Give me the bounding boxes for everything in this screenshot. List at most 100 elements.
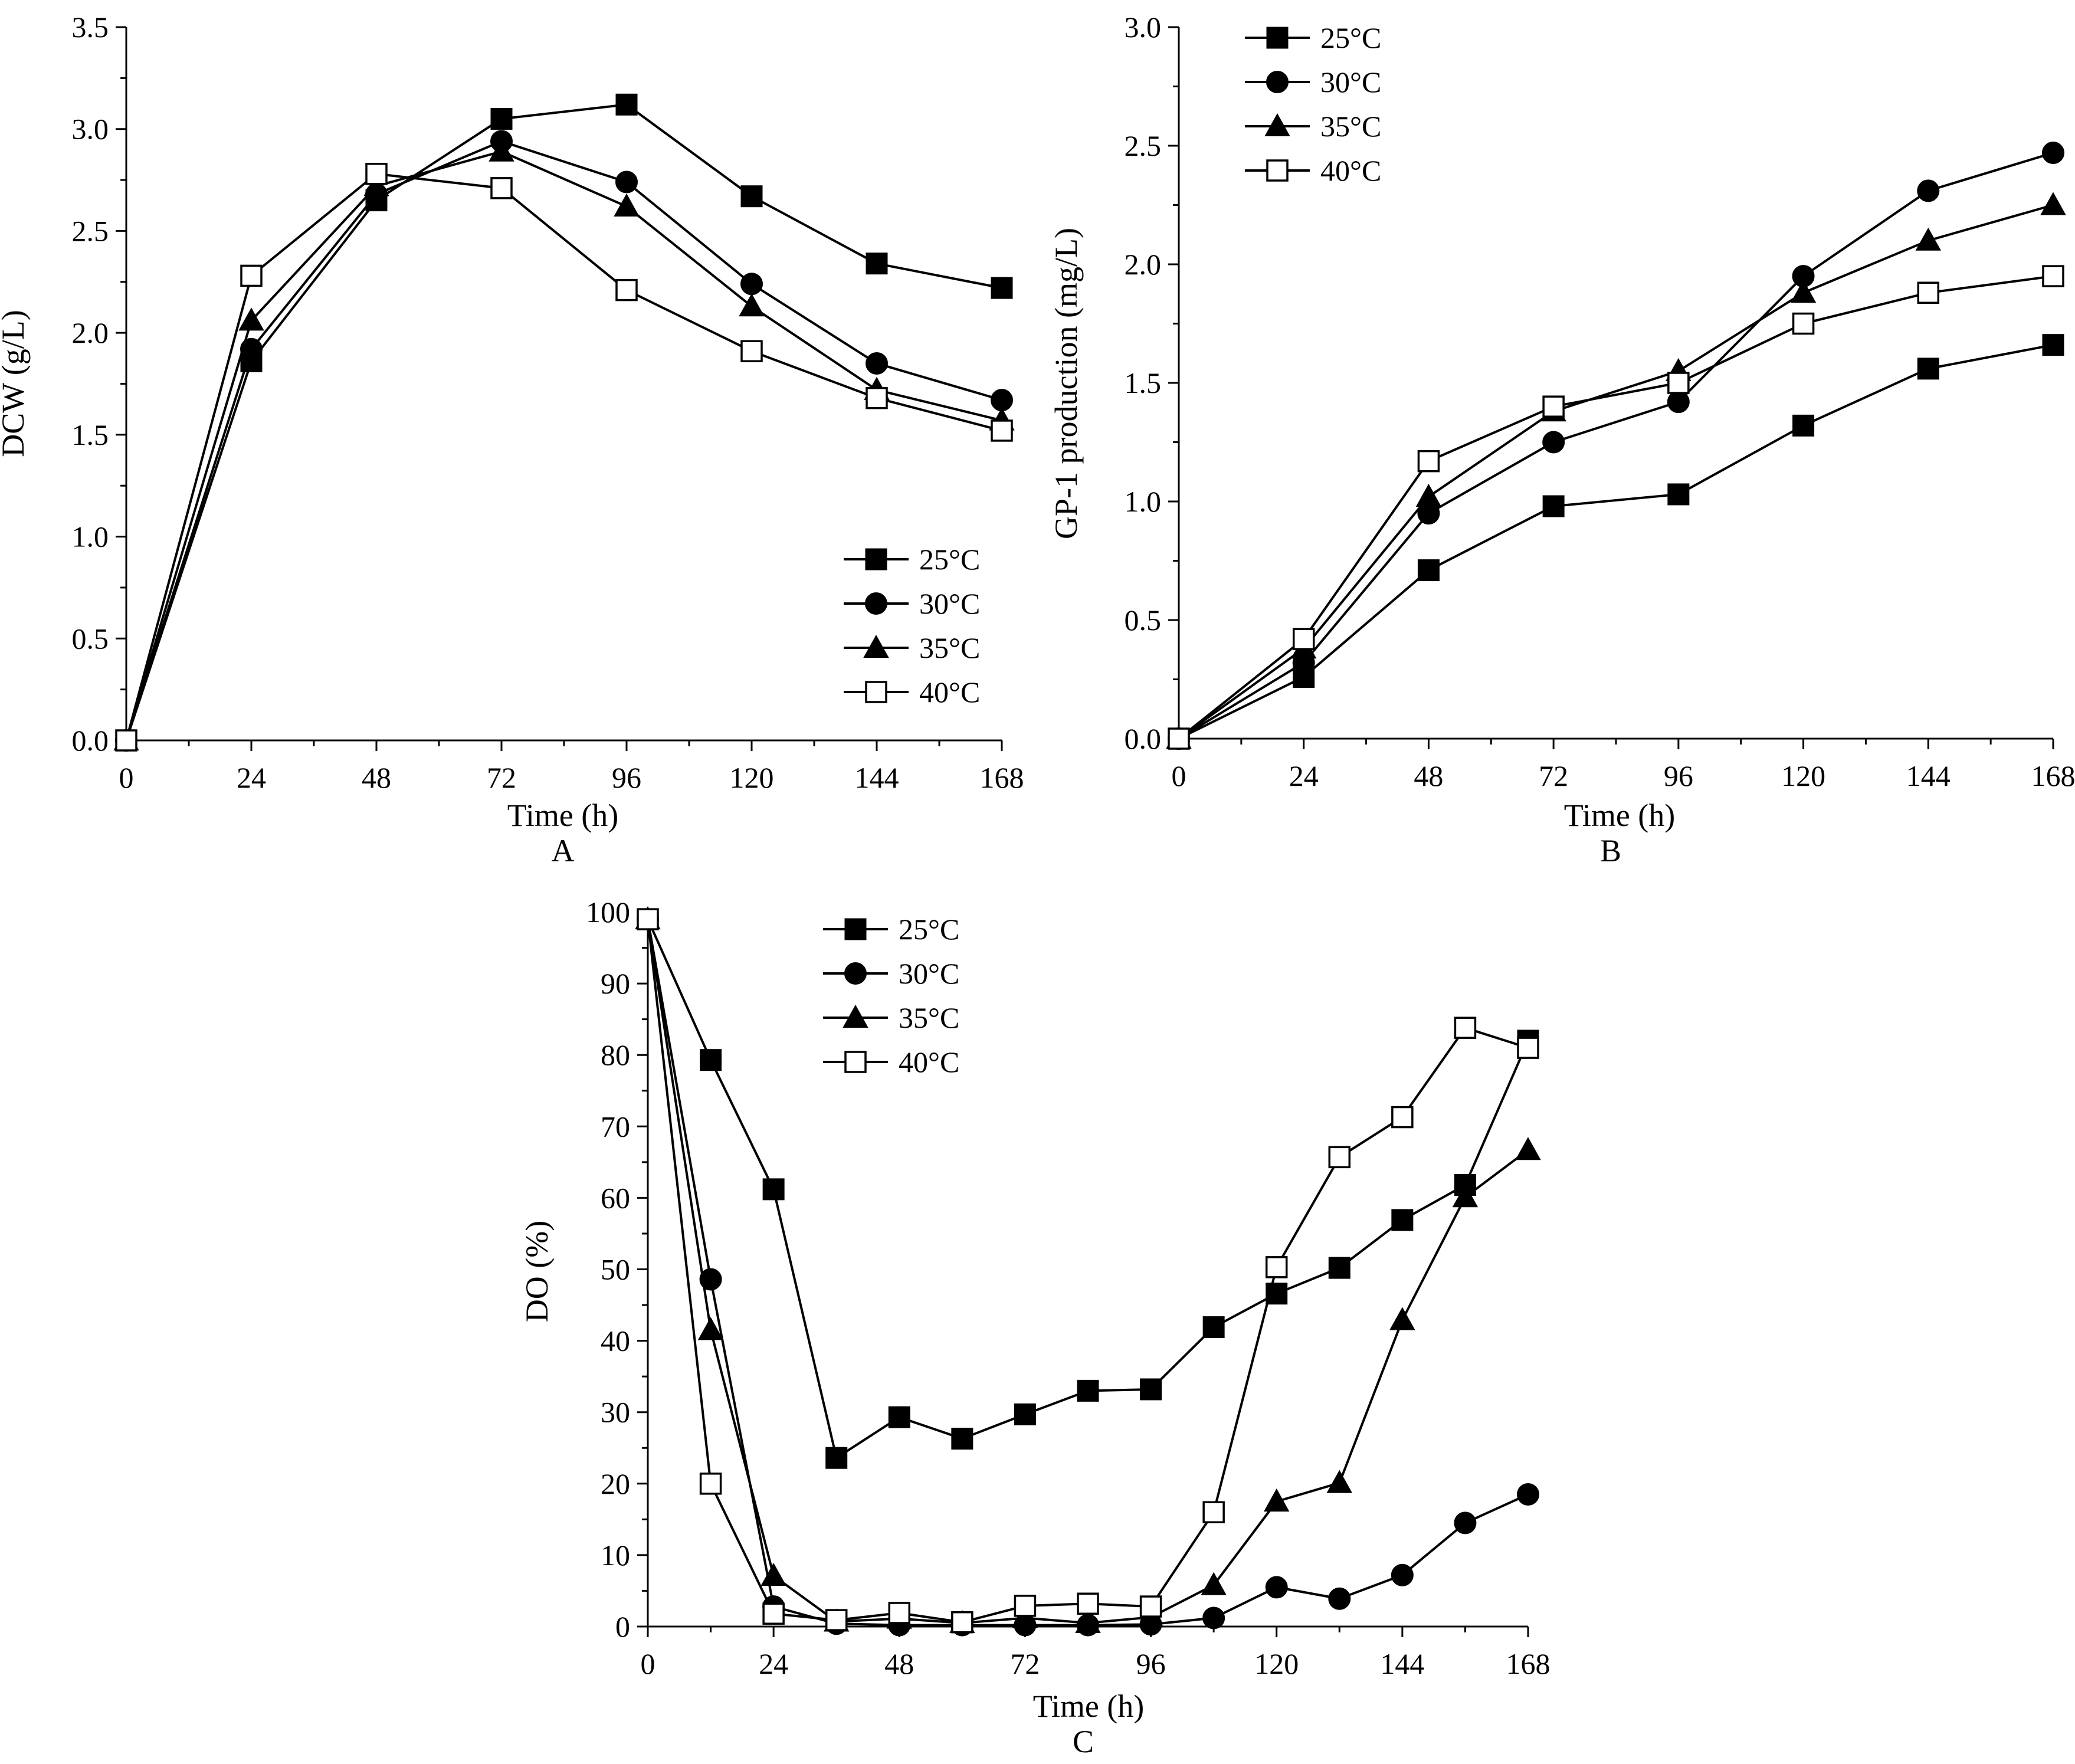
data-point-0 <box>1077 1379 1099 1402</box>
data-point-3 <box>1792 312 1815 335</box>
data-point-0 <box>951 1428 973 1450</box>
legend-marker-3 <box>865 681 887 703</box>
data-point-3 <box>740 340 763 362</box>
y-tick-label: 50 <box>601 1253 630 1286</box>
panel-a-x-axis-title: Time (h) <box>507 798 619 833</box>
legend-marker-1 <box>865 592 887 615</box>
legend-marker-0 <box>844 918 867 940</box>
x-tick-label: 144 <box>1906 759 1951 792</box>
x-tick-label: 120 <box>1781 759 1825 792</box>
data-point-3 <box>1542 395 1565 418</box>
y-tick-label: 3.0 <box>1125 11 1162 44</box>
data-point-1 <box>1667 391 1690 414</box>
legend-marker-3 <box>1266 159 1289 182</box>
x-tick-label: 0 <box>641 1647 655 1680</box>
panel-c-x-axis-title: Time (h) <box>1033 1688 1145 1724</box>
data-point-2 <box>739 293 765 317</box>
legend-label-35c: 35°C <box>1320 110 1381 143</box>
data-point-3 <box>951 1611 973 1634</box>
data-point-3 <box>1292 628 1315 650</box>
data-point-2 <box>1790 280 1817 303</box>
panel-a-legend: 25°C 30°C 35°C 40°C <box>844 543 980 709</box>
y-tick-label: 0.5 <box>1125 604 1162 637</box>
x-tick-label: 96 <box>1136 1647 1166 1680</box>
legend-label-40c: 40°C <box>1320 154 1381 187</box>
panel-b-x-axis-title: Time (h) <box>1564 798 1676 833</box>
x-tick-label: 48 <box>884 1647 914 1680</box>
data-point-3 <box>991 419 1013 442</box>
data-point-3 <box>762 1602 785 1625</box>
data-point-0 <box>1014 1403 1036 1425</box>
legend-marker-1 <box>844 962 867 985</box>
panel-c-x-tick-labels: 0 24 48 72 96 120 144 168 <box>641 1647 1550 1680</box>
data-point-0 <box>1917 358 1939 380</box>
data-point-2 <box>1264 1488 1290 1512</box>
data-point-1 <box>1328 1587 1351 1610</box>
series-line-2 <box>1178 204 2054 740</box>
legend-label-30c: 30°C <box>1320 65 1381 99</box>
data-point-3 <box>1917 281 1940 304</box>
data-point-3 <box>1328 1146 1351 1169</box>
data-point-3 <box>1139 1595 1162 1618</box>
panel-a-letter: A <box>552 833 575 868</box>
series-line-3 <box>125 172 1002 741</box>
data-point-2 <box>1389 1307 1415 1330</box>
y-tick-label: 100 <box>586 896 630 929</box>
panel-b-letter: B <box>1600 833 1621 868</box>
data-point-3 <box>1265 1256 1288 1278</box>
x-tick-label: 96 <box>612 761 641 794</box>
x-tick-label: 72 <box>487 761 516 794</box>
legend-label-40c: 40°C <box>919 676 980 709</box>
series-line-2 <box>647 919 1529 1624</box>
data-point-3 <box>115 729 137 752</box>
x-tick-label: 48 <box>362 761 391 794</box>
data-point-3 <box>2042 265 2064 287</box>
legend-marker-2 <box>1264 113 1290 136</box>
data-point-3 <box>1168 727 1190 750</box>
data-point-0 <box>888 1406 910 1428</box>
x-tick-label: 0 <box>1172 759 1186 792</box>
panel-c: 0 24 48 72 96 120 144 168 0 10 20 30 40 … <box>519 896 1550 1759</box>
legend-marker-0 <box>1266 27 1289 49</box>
y-tick-label: 90 <box>601 967 630 1000</box>
panel-b-axes <box>1168 26 2054 749</box>
data-point-3 <box>490 177 513 199</box>
legend-label-25c: 25°C <box>919 543 980 576</box>
legend-marker-2 <box>843 1004 868 1028</box>
data-point-0 <box>1667 483 1690 506</box>
data-point-2 <box>489 138 514 162</box>
panel-c-series <box>635 906 1541 1637</box>
data-point-3 <box>866 386 888 409</box>
data-point-1 <box>2042 142 2064 165</box>
data-point-0 <box>2042 334 2064 356</box>
data-point-3 <box>825 1609 848 1631</box>
x-tick-label: 168 <box>980 761 1024 794</box>
series-line-3 <box>647 919 1529 1624</box>
data-point-0 <box>700 1049 722 1071</box>
data-point-1 <box>1917 179 1940 202</box>
data-point-0 <box>1328 1257 1350 1279</box>
data-point-3 <box>1417 450 1440 473</box>
panel-c-y-tick-labels: 0 10 20 30 40 50 60 70 80 90 100 <box>586 896 630 1643</box>
y-tick-label: 70 <box>601 1110 630 1143</box>
data-point-0 <box>740 185 763 208</box>
y-tick-label: 80 <box>601 1038 630 1071</box>
series-line-3 <box>1178 275 2054 740</box>
y-tick-label: 40 <box>601 1324 630 1358</box>
data-point-3 <box>1517 1037 1539 1059</box>
data-point-1 <box>740 273 763 296</box>
data-point-3 <box>888 1602 911 1624</box>
panel-a-series <box>113 93 1015 752</box>
data-point-1 <box>699 1268 722 1291</box>
y-tick-label: 1.0 <box>1125 485 1162 518</box>
data-point-3 <box>1454 1017 1477 1039</box>
y-tick-label: 20 <box>601 1467 630 1500</box>
x-tick-label: 24 <box>237 761 266 794</box>
data-point-2 <box>238 307 264 331</box>
y-tick-label: 10 <box>601 1539 630 1572</box>
data-point-3 <box>1077 1592 1099 1615</box>
x-tick-label: 24 <box>759 1647 788 1680</box>
panel-b-legend: 25°C 30°C 35°C 40°C <box>1245 21 1381 187</box>
panel-a-axes <box>116 26 1003 751</box>
